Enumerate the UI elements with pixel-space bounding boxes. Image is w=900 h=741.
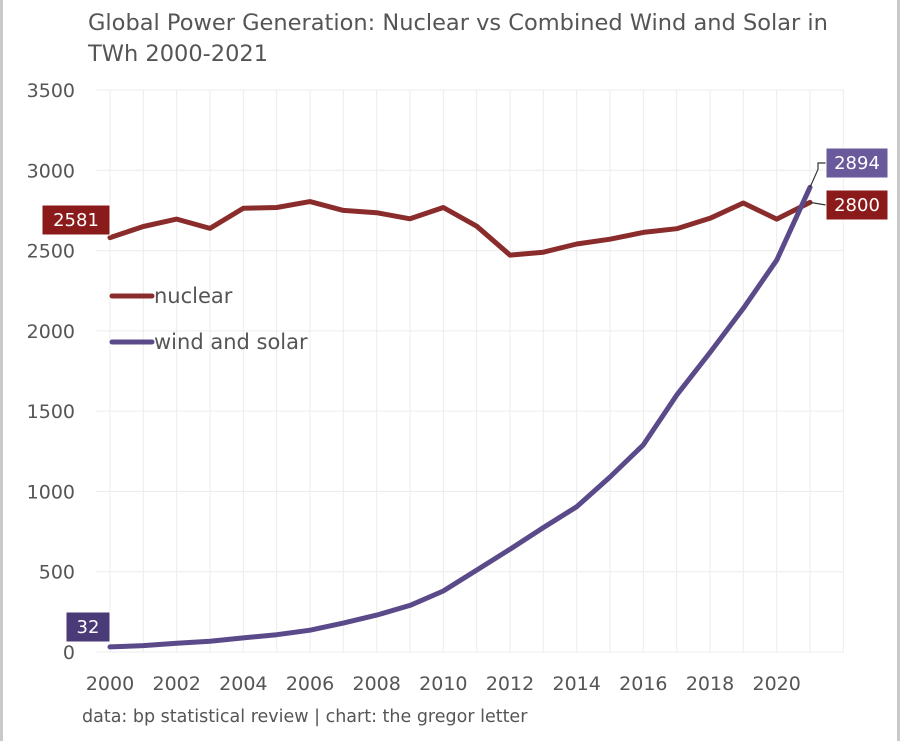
legend-label: wind and solar <box>154 330 308 354</box>
x-tick-label: 2006 <box>286 673 334 695</box>
annotations: 2581 32 2894 2800 <box>41 147 889 643</box>
annotation-label-box <box>825 147 889 179</box>
annotation-label: 2894 <box>834 153 880 174</box>
series-lines <box>107 184 813 650</box>
x-tick-label: 2000 <box>86 673 134 695</box>
annotation-label-box <box>825 189 889 221</box>
y-tick-label: 2500 <box>27 241 75 263</box>
source-note: data: bp statistical review | chart: the… <box>82 707 528 727</box>
x-tick-label: 2012 <box>486 673 534 695</box>
series-line-wind-and-solar <box>107 184 813 650</box>
annotation-label: 2581 <box>53 210 99 231</box>
annotation-label-box <box>65 611 111 643</box>
x-tick-label: 2014 <box>552 673 600 695</box>
annotation-label: 2800 <box>834 195 880 216</box>
x-tick-label: 2004 <box>219 673 267 695</box>
y-tick-label: 2000 <box>27 321 75 343</box>
y-tick-label: 1500 <box>27 401 75 423</box>
y-tick-label: 0 <box>63 642 75 664</box>
grid <box>96 89 844 653</box>
annotation-label: 32 <box>77 617 100 638</box>
y-axis-ticks: 0 500 1000 1500 2000 2500 3000 3500 <box>27 80 75 664</box>
x-tick-label: 2016 <box>619 673 667 695</box>
x-tick-label: 2010 <box>419 673 467 695</box>
y-tick-label: 1000 <box>27 481 75 503</box>
series-line-nuclear <box>107 199 813 258</box>
x-tick-label: 2002 <box>152 673 200 695</box>
annotation-label-box <box>41 204 111 236</box>
chart-title: Global Power Generation: Nuclear vs Comb… <box>88 10 828 67</box>
legend-label: nuclear <box>154 284 233 308</box>
annotation-leader-line <box>809 162 826 188</box>
x-tick-label: 2018 <box>686 673 734 695</box>
x-tick-label: 2020 <box>752 673 800 695</box>
x-axis-ticks: 2000 2002 2004 2006 2008 2010 2012 2014 2016 2018… <box>86 673 801 695</box>
y-tick-label: 3500 <box>27 80 75 102</box>
legend: nuclear wind and solar <box>109 284 308 354</box>
y-tick-label: 3000 <box>27 160 75 182</box>
y-tick-label: 500 <box>39 562 75 584</box>
annotation-leader-line <box>809 201 827 206</box>
x-tick-label: 2008 <box>352 673 400 695</box>
